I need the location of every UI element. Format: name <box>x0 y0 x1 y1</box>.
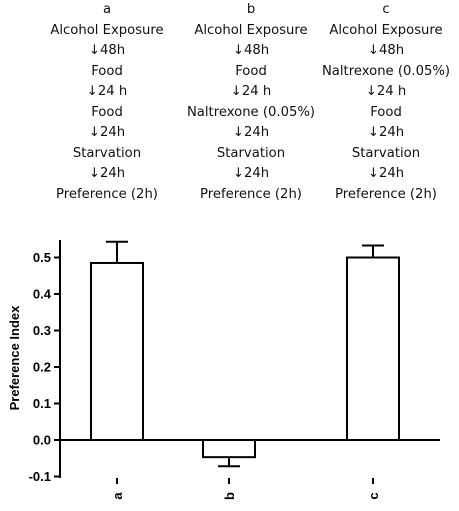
y-tick-label: 0.4 <box>33 287 52 302</box>
protocol-c: c Alcohol Exposure ↓48h Naltrexone (0.05… <box>311 0 459 205</box>
protocol-a-step: ↓24h <box>88 166 126 181</box>
protocol-b: b Alcohol Exposure ↓48h Food ↓24 h Naltr… <box>176 0 326 205</box>
y-tick-label: -0.1 <box>29 469 51 484</box>
protocol-a-step: ↓24h <box>88 125 126 140</box>
protocol-c-step: ↓24h <box>367 125 405 140</box>
y-tick-label: 0.5 <box>33 250 51 265</box>
protocol-c-step: ↓48h <box>367 43 405 58</box>
protocol-c-step: Food <box>370 104 402 120</box>
bars <box>90 240 400 468</box>
protocol-a-step: Starvation <box>72 145 142 161</box>
protocol-a-step: Food <box>91 63 123 79</box>
y-tick-label: 0.0 <box>33 433 51 448</box>
x-ticks: a b c <box>110 478 381 500</box>
protocol-b-step: Starvation <box>216 145 286 161</box>
protocol-b-step: ↓24 h <box>230 84 272 99</box>
bar-b <box>202 439 256 459</box>
protocol-b-step: ↓24h <box>232 125 270 140</box>
protocol-a-step: Alcohol Exposure <box>50 22 164 38</box>
protocol-b-step: Naltrexone (0.05%) <box>186 104 316 120</box>
protocol-b-step: ↓48h <box>232 43 270 58</box>
y-tick-label: 0.1 <box>33 396 51 411</box>
protocol-schemes: a Alcohol Exposure ↓48h Food ↓24 h Food … <box>0 0 459 215</box>
protocol-a-label: a <box>102 2 112 17</box>
protocol-c-step: Naltrexone (0.05%) <box>321 63 451 79</box>
protocol-a-step: ↓24 h <box>86 84 128 99</box>
x-tick-label-a: a <box>110 492 125 500</box>
protocol-b-step: ↓24h <box>232 166 270 181</box>
protocol-c-step: Starvation <box>351 145 421 161</box>
y-axis-title: Preference Index <box>7 305 22 411</box>
protocol-b-step: Preference (2h) <box>200 186 302 202</box>
x-tick-label-b: b <box>222 492 237 500</box>
protocol-c-step: ↓24 h <box>365 84 407 99</box>
protocol-a-step: ↓48h <box>88 43 126 58</box>
protocol-c-step: ↓24h <box>367 166 405 181</box>
protocol-a-step: Preference (2h) <box>56 186 158 202</box>
protocol-c-label: c <box>382 2 390 17</box>
protocol-b-label: b <box>246 2 256 17</box>
protocol-b-step: Food <box>235 63 267 79</box>
y-tick-label: 0.3 <box>33 323 51 338</box>
bar-c <box>346 256 400 441</box>
protocol-a-step: Food <box>91 104 123 120</box>
x-tick-label-c: c <box>366 492 381 499</box>
protocol-c-step: Alcohol Exposure <box>329 22 443 38</box>
protocol-b-step: Alcohol Exposure <box>194 22 308 38</box>
protocol-c-step: Preference (2h) <box>335 186 437 202</box>
protocol-a: a Alcohol Exposure ↓48h Food ↓24 h Food … <box>32 0 182 205</box>
bar-a <box>90 261 144 441</box>
y-tick-label: 0.2 <box>33 360 51 375</box>
y-ticks: -0.1 0.0 0.1 0.2 0.3 0.4 0.5 <box>29 250 60 484</box>
